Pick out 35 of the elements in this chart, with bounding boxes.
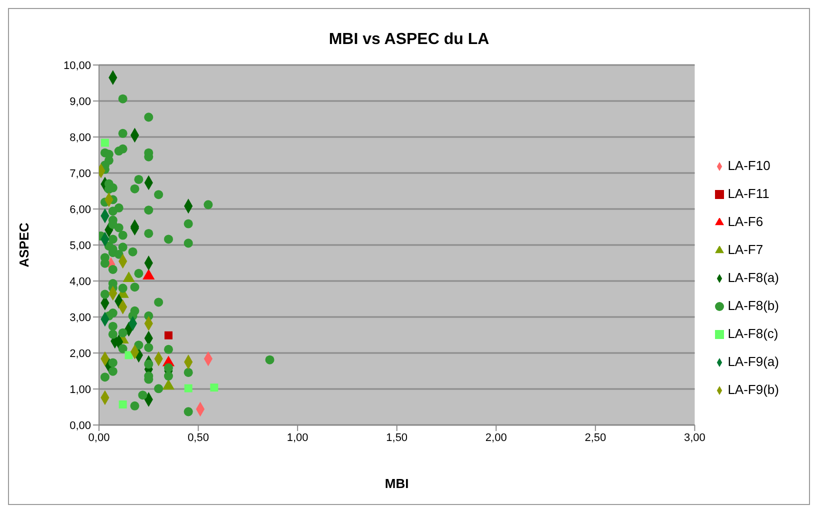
x-tick-label: 0,00 [88,432,110,444]
point [118,400,127,408]
legend-label: LA-F8(a) [728,270,779,284]
x-axis-title: MBI [384,476,409,491]
point [164,331,172,340]
y-tick-label: 4,00 [70,276,91,288]
y-tick-label: 0,00 [70,420,91,432]
legend-label: LA-F11 [728,186,770,200]
x-tick-label: 1,00 [286,432,308,444]
y-tick-label: 5,00 [70,240,91,252]
y-tick-label: 6,00 [70,204,91,216]
y-tick-label: 2,00 [70,348,91,360]
point [100,138,109,147]
y-tick-label: 9,00 [70,96,91,108]
y-tick-label: 1,00 [70,384,91,396]
x-tick-label: 3,00 [684,432,706,444]
chart-title: MBI vs ASPEC du LA [328,30,490,50]
legend-label: LA-F8(c) [728,326,778,340]
legend-label: LA-F8(b) [728,298,779,312]
legend-label: LA-F9(a) [728,354,779,368]
legend-label: LA-F7 [728,242,764,256]
legend-label: LA-F6 [728,214,764,228]
y-tick-label: 10,00 [63,60,91,72]
y-tick-label: 7,00 [70,168,91,180]
x-tick-label: 0,50 [188,432,209,444]
x-tick-label: 2,00 [485,432,507,444]
y-axis-title: ASPEC [16,222,32,268]
y-tick-label: 8,00 [70,132,91,144]
legend-label: LA-F10 [728,158,770,172]
y-tick-label: 3,00 [70,312,91,324]
x-tick-label: 1,50 [386,432,408,444]
point [210,384,218,392]
x-tick-label: 2,50 [584,432,606,444]
point [184,384,192,392]
legend-label: LA-F9(b) [728,382,779,396]
